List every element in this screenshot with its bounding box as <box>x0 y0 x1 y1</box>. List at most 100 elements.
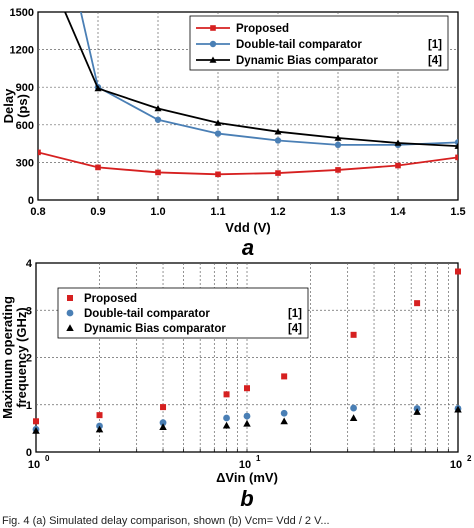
chart-a-data-point <box>214 130 222 137</box>
chart-a-y-tick-label: 600 <box>16 120 34 132</box>
chart-a-data-point <box>274 137 282 144</box>
chart-a-series-1 <box>38 149 458 178</box>
chart-b-data-point <box>280 409 288 417</box>
chart-b-data-point <box>413 408 421 415</box>
chart-a-data-point <box>454 139 458 146</box>
chart-a-legend-ref: [1] <box>428 39 442 51</box>
chart-b-legend-marker <box>67 295 73 301</box>
chart-a-data-point <box>214 119 222 126</box>
chart-a-y-tick-label: 300 <box>16 157 34 169</box>
chart-a: 0.8 0.9 1.0 1.1 1.2 1.3 1.4 1.5 0 300 600 900 1200 1… <box>1 7 466 260</box>
chart-a-y-tick-label: 1500 <box>10 7 34 19</box>
chart-a-data-point <box>215 171 221 178</box>
chart-b-data-point <box>414 300 421 307</box>
chart-a-data-point <box>454 142 458 149</box>
chart-a-data-point <box>154 105 162 112</box>
chart-a-x-tick-label: 1.0 <box>150 206 165 218</box>
chart-a-data-point <box>275 170 281 176</box>
chart-b-y-axis-label-line-2: frequency (GHz) <box>14 307 29 407</box>
chart-b-legend-label: Double-tail comparator <box>84 308 210 320</box>
chart-b-data-point <box>454 405 462 413</box>
chart-b-data-point <box>243 412 251 420</box>
chart-b-x-axis-label: ΔVin (mV) <box>216 470 278 485</box>
chart-a-data-point <box>155 169 161 176</box>
chart-b-data-point <box>32 426 40 434</box>
chart-a-y-axis-label-line-1: Delay <box>1 88 16 123</box>
chart-a-x-tick-label: 1.1 <box>210 206 225 218</box>
chart-a-legend-marker <box>210 25 216 31</box>
chart-b-data-point <box>350 404 357 412</box>
chart-b-x-tick-exponent: 1 <box>256 454 261 463</box>
chart-b-data-point <box>455 268 461 275</box>
chart-b-data-point <box>159 423 167 430</box>
chart-a-data-point <box>154 116 162 123</box>
chart-a-x-tick-label: 1.5 <box>450 206 465 218</box>
chart-a-legend: Proposed Double-tail comparator [1] Dynamic… <box>189 15 449 71</box>
chart-a-data-point <box>334 134 342 141</box>
chart-b-y-tick-label: 3 <box>26 305 32 317</box>
chart-b-data-point <box>160 404 167 411</box>
chart-a-legend-marker <box>209 56 217 63</box>
chart-a-x-tick-label: 0.9 <box>90 206 105 218</box>
chart-a-x-axis-label: Vdd (V) <box>225 220 271 235</box>
chart-b-series <box>32 268 462 434</box>
chart-a-x-tick-label: 1.2 <box>270 206 285 218</box>
chart-b-data-point <box>280 417 288 425</box>
chart-b-y-tick-label: 2 <box>26 353 32 365</box>
chart-a-data-point <box>394 139 402 146</box>
chart-a-legend-box <box>189 15 449 71</box>
chart-b-data-point <box>33 418 39 425</box>
chart-b-legend-ref: [4] <box>288 323 302 335</box>
chart-a-data-point <box>334 141 342 149</box>
chart-a-y-tick-label: 0 <box>28 195 34 207</box>
chart-a-series-3 <box>64 12 458 149</box>
chart-a-x-tick-label: 0.8 <box>30 206 45 218</box>
chart-a-data-point <box>455 154 458 161</box>
chart-b-legend-ref: [1] <box>288 308 302 320</box>
chart-a-x-tick-label: 1.4 <box>390 206 406 218</box>
chart-a-data-point <box>95 164 101 171</box>
chart-a-data-point <box>395 162 401 169</box>
chart-b-legend-marker <box>66 324 74 331</box>
chart-a-series-line <box>64 12 458 148</box>
chart-b-legend-box <box>57 287 309 339</box>
chart-b-y-tick-label: 1 <box>26 400 32 412</box>
chart-b-y-axis-label-line-1: Maximum operating <box>0 296 15 419</box>
chart-a-y-tick-label: 1200 <box>10 45 34 57</box>
chart-b-data-point <box>95 425 104 433</box>
chart-b-data-point <box>243 419 251 427</box>
chart-a-y-axis-label-line-2: (ps) <box>15 94 30 118</box>
chart-b-x-tick-label: 10 <box>239 459 251 471</box>
chart-a-y-ticks: 0 300 600 900 1200 1500 <box>10 7 34 207</box>
chart-b-series-3 <box>32 405 462 434</box>
chart-a-data-point <box>94 84 102 92</box>
chart-b-y-tick-label: 0 <box>26 447 32 459</box>
chart-b-legend: Proposed Double-tail comparator [1] Dynamic… <box>57 287 309 339</box>
chart-b-data-point <box>96 412 103 419</box>
chart-a-x-ticks: 0.8 0.9 1.0 1.1 1.2 1.3 1.4 1.5 <box>30 196 466 218</box>
chart-b-y-ticks: 0 1 2 3 4 <box>26 258 33 459</box>
chart-a-series-line <box>38 151 458 176</box>
chart-b-legend-marker <box>66 309 74 317</box>
chart-b-data-point <box>159 419 167 427</box>
chart-b-x-tick-exponent: 2 <box>467 454 472 463</box>
chart-b-x-tick-label: 10 <box>450 459 462 471</box>
chart-b-y-tick-label: 4 <box>26 258 33 270</box>
chart-a-legend-label: Proposed <box>236 23 289 35</box>
figure-caption: Fig. 4 (a) Simulated delay comparison, s… <box>2 515 330 527</box>
chart-b-data-point <box>350 331 357 338</box>
chart-a-legend-label: Double-tail comparator <box>236 39 362 51</box>
chart-b-data-point <box>281 373 288 380</box>
chart-a-x-tick-label: 1.3 <box>330 206 345 218</box>
chart-a-data-point <box>335 167 341 173</box>
chart-a-panel-label: a <box>242 235 254 260</box>
chart-a-data-point <box>274 128 282 135</box>
chart-b-legend-label: Dynamic Bias comparator <box>84 323 226 335</box>
chart-b-x-ticks: 10 0 10 1 10 2 <box>28 454 472 471</box>
chart-b-series-1 <box>33 268 461 425</box>
chart-b-data-point <box>222 421 231 429</box>
chart-a-y-tick-label: 900 <box>16 82 34 94</box>
chart-b-data-point <box>223 414 230 422</box>
